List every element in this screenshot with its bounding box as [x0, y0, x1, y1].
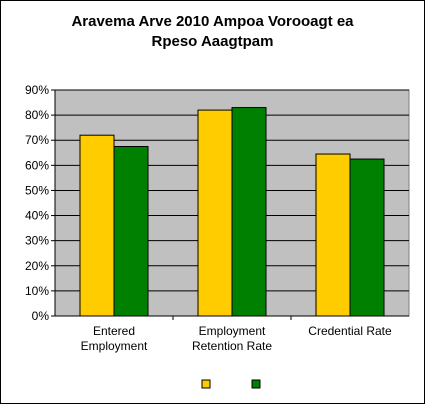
chart-title-line-1: Aravema Arve 2010 Ampoa Vorooagt ea	[71, 13, 354, 30]
bar	[315, 153, 351, 317]
y-tick-label: 60%	[25, 158, 49, 172]
y-tick-label: 80%	[25, 108, 49, 122]
chart-title-line-2: Rpeso Aaagtpam	[151, 33, 274, 50]
chart-title: Aravema Arve 2010 Ampoa Vorooagt ea Rpes…	[0, 12, 425, 52]
x-tick-label: Credential Rate	[308, 324, 392, 338]
y-tick-label: 70%	[25, 133, 49, 147]
bar	[113, 146, 149, 317]
y-tick-label: 50%	[25, 183, 49, 197]
x-tick-label: Retention Rate	[192, 339, 272, 353]
y-tick-label: 90%	[25, 83, 49, 97]
bar	[231, 107, 267, 317]
x-tick-label: Entered	[93, 324, 135, 338]
bar	[349, 158, 385, 317]
y-tick-label: 40%	[25, 209, 49, 223]
y-tick-label: 0%	[32, 309, 50, 323]
legend-swatch	[251, 379, 261, 389]
bar	[79, 134, 115, 317]
x-tick-label: Employment	[199, 324, 266, 338]
legend-swatch	[201, 379, 211, 389]
y-tick-label: 30%	[25, 234, 49, 248]
y-tick-label: 20%	[25, 259, 49, 273]
bar	[197, 109, 233, 317]
x-tick-label: Employment	[81, 339, 148, 353]
y-tick-label: 10%	[25, 284, 49, 298]
